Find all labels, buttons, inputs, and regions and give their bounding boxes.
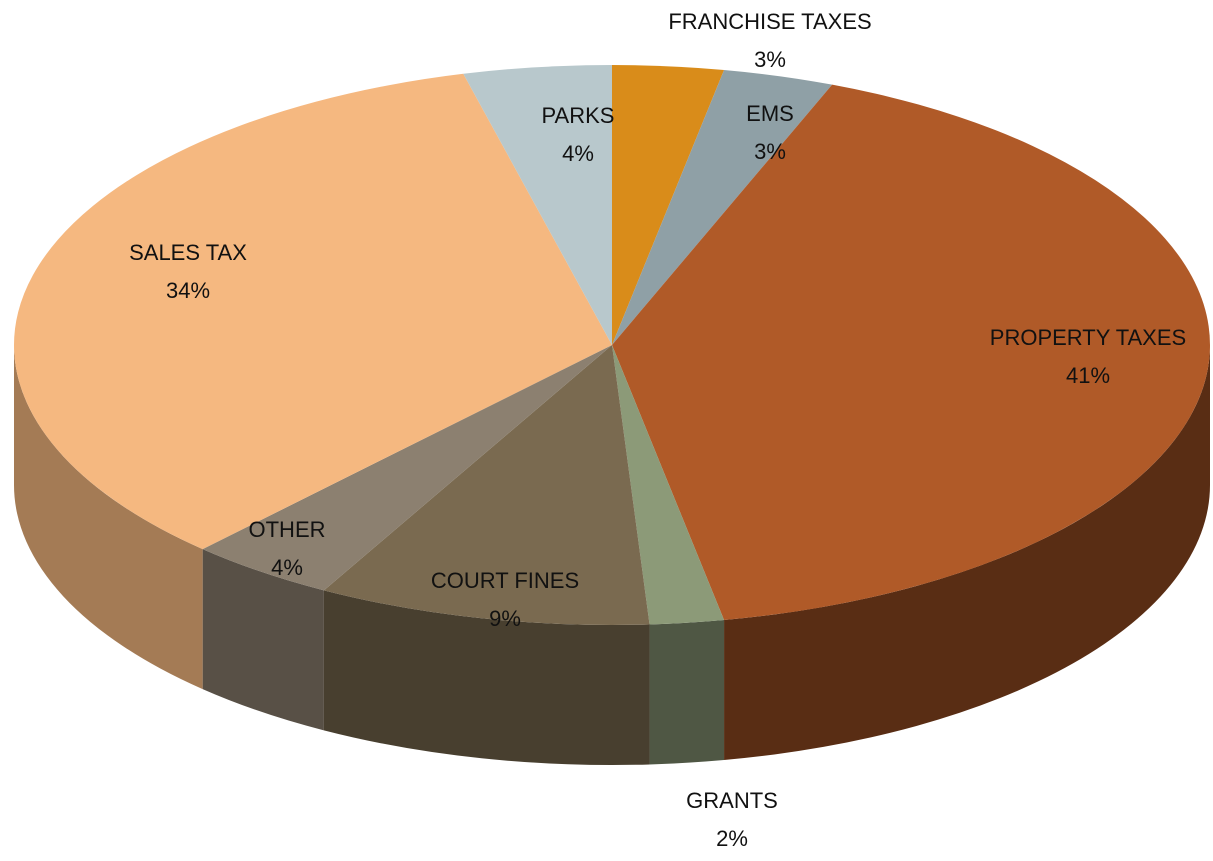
slice-label: PROPERTY TAXES	[990, 325, 1186, 350]
slice-side	[724, 345, 1210, 761]
slice-value-label: 3%	[754, 47, 786, 72]
slice	[612, 84, 1210, 621]
slice-label: EMS	[746, 101, 794, 126]
slice	[612, 345, 725, 625]
slice-label: OTHER	[249, 517, 326, 542]
slice	[463, 65, 612, 345]
slice-side	[202, 549, 324, 731]
slice-label: SALES TAX	[129, 240, 247, 265]
slice	[14, 73, 613, 550]
slice-label: GRANTS	[686, 788, 778, 813]
slice-label: FRANCHISE TAXES	[668, 9, 871, 34]
slice-label: PARKS	[542, 103, 615, 128]
slice-side	[323, 590, 650, 765]
slice	[323, 345, 650, 625]
slice-label: COURT FINES	[431, 568, 579, 593]
slice	[612, 69, 833, 346]
slice-value-label: 4%	[562, 141, 594, 166]
slice-value-label: 2%	[716, 826, 748, 851]
slice-value-label: 3%	[754, 139, 786, 164]
slice-value-label: 41%	[1066, 363, 1110, 388]
slice-value-label: 9%	[489, 606, 521, 631]
slice-side	[649, 620, 725, 765]
slice	[202, 345, 613, 591]
slice-side	[14, 345, 203, 690]
slice-value-label: 34%	[166, 278, 210, 303]
slice	[612, 65, 725, 345]
slice-value-label: 4%	[271, 555, 303, 580]
